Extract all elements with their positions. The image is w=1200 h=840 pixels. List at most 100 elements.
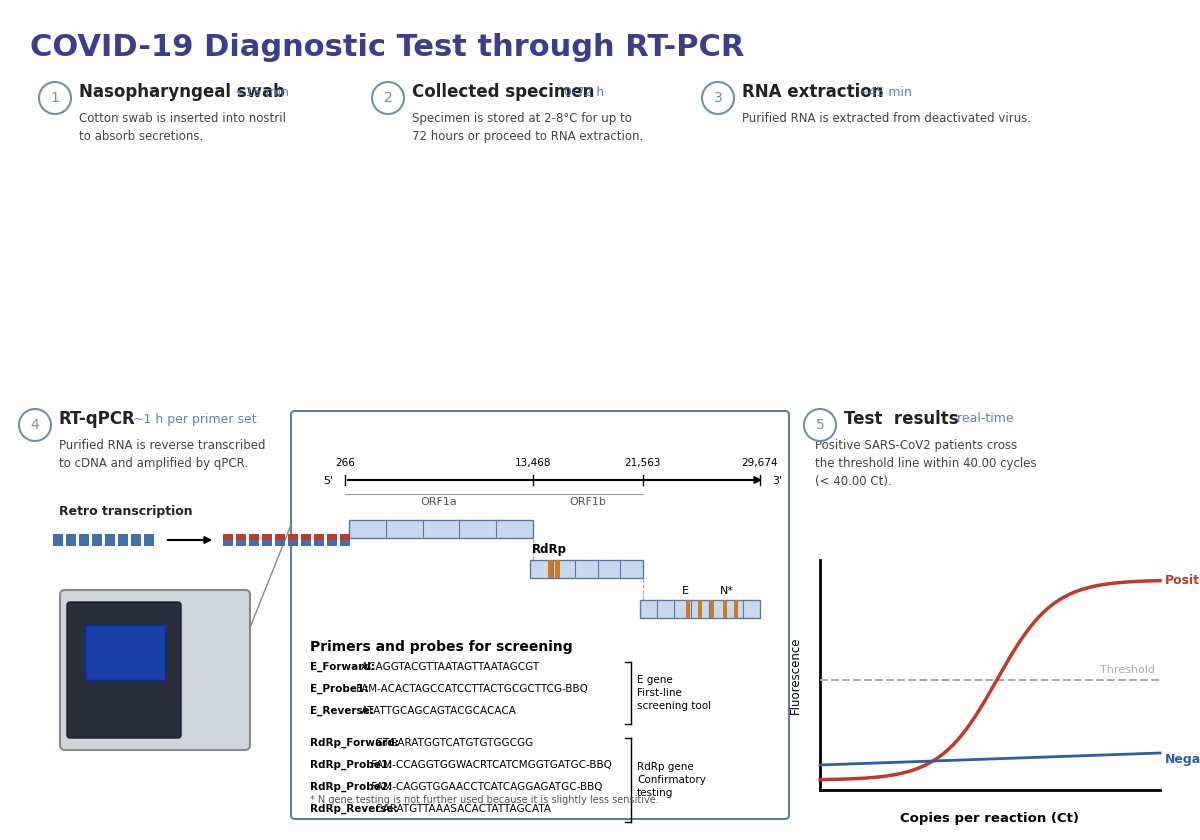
Text: E_Probe1:: E_Probe1: [310, 684, 368, 695]
Text: Cotton swab is inserted into nostril
to absorb secretions.: Cotton swab is inserted into nostril to … [79, 112, 286, 143]
Text: 29,674: 29,674 [742, 458, 779, 468]
Text: 1: 1 [50, 91, 60, 105]
Bar [92, 534, 102, 546]
FancyBboxPatch shape [292, 411, 790, 819]
Bar [548, 560, 553, 578]
Text: Test  results: Test results [844, 410, 959, 428]
Text: Threshold: Threshold [1100, 664, 1154, 675]
Text: COVID-19 Diagnostic Test through RT-PCR: COVID-19 Diagnostic Test through RT-PCR [30, 34, 744, 62]
Text: 266: 266 [335, 458, 355, 468]
Bar [144, 534, 154, 546]
Text: 3: 3 [714, 91, 722, 105]
Text: E gene
First-line
screening tool: E gene First-line screening tool [637, 675, 712, 711]
Text: 5': 5' [323, 476, 334, 486]
Bar [118, 534, 128, 546]
Text: Negative: Negative [1165, 753, 1200, 765]
Bar [288, 540, 298, 546]
Bar [223, 534, 233, 540]
Bar [275, 540, 286, 546]
Text: RdRp: RdRp [532, 543, 566, 556]
Text: ORF1b: ORF1b [570, 497, 606, 507]
Bar [340, 540, 350, 546]
Bar [724, 600, 727, 618]
Text: RdRp_Probe2:: RdRp_Probe2: [310, 782, 392, 792]
Text: Fluorescence: Fluorescence [788, 636, 802, 714]
Text: ~1 h per primer set: ~1 h per primer set [130, 412, 257, 426]
Text: RT-qPCR: RT-qPCR [59, 410, 136, 428]
Text: N*: N* [719, 586, 733, 596]
Bar [236, 540, 246, 546]
Text: Primers and probes for screening: Primers and probes for screening [310, 640, 572, 654]
Bar [223, 540, 233, 546]
Bar [698, 600, 702, 618]
Text: Specimen is stored at 2-8°C for up to
72 hours or proceed to RNA extraction.: Specimen is stored at 2-8°C for up to 72… [412, 112, 643, 143]
Bar [250, 540, 259, 546]
Text: Collected specimen: Collected specimen [412, 83, 594, 101]
Circle shape [38, 82, 71, 114]
Bar [288, 534, 298, 540]
Text: ORF1a: ORF1a [421, 497, 457, 507]
Bar [275, 534, 286, 540]
Circle shape [19, 409, 50, 441]
Circle shape [804, 409, 836, 441]
Bar [710, 600, 714, 618]
Text: CARATGTTAAASACACTATTAGCATA: CARATGTTAAASACACTATTAGCATA [372, 804, 552, 814]
Bar [301, 540, 311, 546]
Text: E_Forward:: E_Forward: [310, 662, 374, 672]
Text: 21,563: 21,563 [625, 458, 661, 468]
Text: Copies per reaction (Ct): Copies per reaction (Ct) [900, 812, 1080, 825]
Bar [131, 534, 142, 546]
Text: GTGARATGGTCATGTGTGGCGG: GTGARATGGTCATGTGTGGCGG [372, 738, 534, 748]
Text: RdRp_Reverse:: RdRp_Reverse: [310, 804, 397, 814]
Text: 5: 5 [816, 418, 824, 432]
Text: 4: 4 [31, 418, 40, 432]
Text: FAM-ACACTAGCCATCCTTACTGCGCTTCG-BBQ: FAM-ACACTAGCCATCCTTACTGCGCTTCG-BBQ [353, 684, 588, 694]
Bar [554, 560, 559, 578]
Circle shape [702, 82, 734, 114]
Text: Positive SARS-CoV2 patients cross
the threshold line within 40.00 cycles
(< 40.0: Positive SARS-CoV2 patients cross the th… [815, 439, 1037, 488]
Text: <15 min: <15 min [230, 86, 289, 98]
Text: ACAGGTACGTTAATAGTTAATAGCGT: ACAGGTACGTTAATAGTTAATAGCGT [358, 662, 539, 672]
Text: * N gene testing is not further used because it is slightly less sensitive.: * N gene testing is not further used bec… [310, 795, 659, 805]
Bar [340, 534, 350, 540]
Text: Purified RNA is reverse transcribed
to cDNA and amplified by qPCR.: Purified RNA is reverse transcribed to c… [59, 439, 265, 470]
Text: RNA extraction: RNA extraction [742, 83, 883, 101]
Bar [250, 534, 259, 540]
Text: RdRp_Forward:: RdRp_Forward: [310, 738, 398, 748]
Text: Positive: Positive [1165, 574, 1200, 587]
Text: E: E [682, 586, 689, 596]
Text: Retro transcription: Retro transcription [59, 505, 193, 518]
Bar [686, 600, 690, 618]
Bar [530, 560, 643, 578]
FancyBboxPatch shape [67, 602, 181, 738]
Bar [66, 534, 76, 546]
Text: RdRp gene
Confirmatory
testing: RdRp gene Confirmatory testing [637, 762, 706, 798]
Bar [314, 540, 324, 546]
Text: ~45 min: ~45 min [854, 86, 912, 98]
Bar [314, 534, 324, 540]
Bar [236, 534, 246, 540]
Text: RdRp_Probe1:: RdRp_Probe1: [310, 760, 392, 770]
Bar [106, 534, 115, 546]
Circle shape [372, 82, 404, 114]
Bar [262, 540, 272, 546]
Text: FAM-CCAGGTGGWACRTCATCMGGTGATGC-BBQ: FAM-CCAGGTGGWACRTCATCMGGTGATGC-BBQ [367, 760, 612, 770]
Bar [79, 534, 89, 546]
Bar [262, 534, 272, 540]
Text: 2: 2 [384, 91, 392, 105]
Bar [640, 600, 760, 618]
FancyBboxPatch shape [60, 590, 250, 750]
Text: FAM-CAGGTGGAACCTCATCAGGAGATGC-BBQ: FAM-CAGGTGGAACCTCATCAGGAGATGC-BBQ [367, 782, 602, 792]
Bar [301, 534, 311, 540]
Bar [326, 534, 337, 540]
Bar [349, 520, 533, 538]
Text: 3': 3' [772, 476, 782, 486]
Text: Nasopharyngeal swab: Nasopharyngeal swab [79, 83, 286, 101]
Bar [85, 625, 166, 680]
Text: E_Reverse:: E_Reverse: [310, 706, 374, 717]
Text: real-time: real-time [949, 412, 1014, 426]
Bar [734, 600, 738, 618]
Bar [326, 540, 337, 546]
Text: Purified RNA is extracted from deactivated virus.: Purified RNA is extracted from deactivat… [742, 112, 1031, 125]
Text: 0-72 h: 0-72 h [560, 86, 605, 98]
